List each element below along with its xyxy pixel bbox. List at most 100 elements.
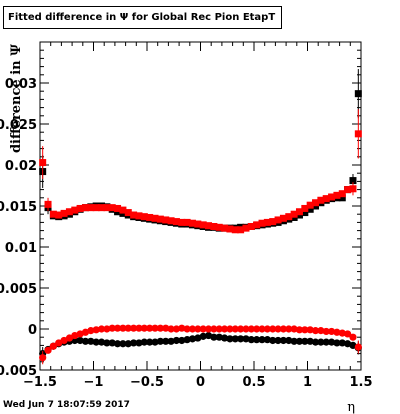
data-point	[338, 190, 346, 198]
data-point	[306, 337, 314, 345]
data-point	[221, 224, 229, 232]
data-point	[253, 221, 261, 229]
data-point	[306, 326, 314, 334]
y-tick-label: 0.01	[5, 241, 37, 256]
data-point	[178, 324, 186, 332]
data-point	[135, 324, 143, 332]
data-point	[301, 209, 309, 217]
data-point	[354, 90, 362, 98]
data-point	[156, 337, 164, 345]
data-point	[269, 336, 277, 345]
data-point	[226, 325, 234, 333]
data-series	[39, 69, 362, 365]
y-tick-label: 0.015	[0, 200, 37, 215]
data-point	[349, 177, 357, 185]
data-point	[231, 325, 239, 333]
data-point	[151, 214, 159, 222]
x-tick-label: −0.5	[130, 375, 164, 390]
data-point	[349, 185, 357, 193]
data-point	[44, 346, 52, 354]
series-1	[39, 109, 362, 234]
data-point	[344, 186, 352, 194]
data-point	[226, 225, 234, 233]
data-point	[167, 337, 175, 345]
data-point	[322, 338, 330, 346]
y-tick-label: 0	[28, 323, 37, 338]
data-point	[295, 326, 304, 334]
data-point	[279, 214, 287, 222]
data-point	[269, 218, 277, 226]
x-tick-label: 1.5	[349, 375, 372, 390]
data-point	[49, 210, 57, 218]
data-point	[210, 223, 218, 230]
data-point	[317, 196, 325, 204]
data-point	[39, 159, 47, 167]
data-point	[140, 213, 148, 221]
data-point	[113, 324, 122, 332]
data-point	[124, 209, 132, 217]
data-point	[60, 336, 68, 345]
data-point	[290, 210, 298, 218]
data-point	[103, 204, 111, 212]
data-point	[140, 324, 148, 332]
data-point	[205, 222, 213, 230]
data-point	[242, 325, 250, 333]
data-point	[146, 213, 154, 221]
data-point	[306, 205, 314, 213]
data-point	[344, 330, 352, 338]
data-point	[124, 324, 132, 332]
data-point	[44, 200, 52, 208]
data-point	[188, 219, 196, 227]
series-2	[39, 331, 362, 361]
data-point	[167, 217, 175, 225]
data-point	[220, 334, 229, 342]
data-point	[124, 340, 132, 348]
data-point	[327, 338, 336, 346]
data-point	[322, 195, 330, 203]
data-point	[39, 354, 47, 362]
data-point	[317, 327, 325, 335]
data-point	[65, 334, 74, 342]
data-point	[322, 327, 330, 336]
data-point	[183, 336, 191, 344]
data-point	[237, 325, 245, 333]
data-point	[156, 215, 164, 223]
data-point	[210, 325, 218, 333]
data-point	[290, 337, 298, 345]
data-point	[226, 335, 234, 343]
data-point	[103, 339, 111, 347]
data-point	[76, 204, 84, 212]
data-point	[338, 329, 346, 337]
data-point	[55, 339, 63, 347]
data-point	[199, 221, 207, 229]
data-point	[87, 337, 95, 345]
data-point	[301, 204, 309, 212]
data-point	[231, 335, 239, 343]
data-point	[183, 325, 191, 333]
data-point	[328, 193, 336, 201]
data-point	[306, 201, 314, 209]
data-point	[354, 130, 362, 138]
data-point	[167, 325, 175, 333]
data-point	[55, 211, 63, 219]
x-tick-label: −1	[84, 375, 104, 390]
data-point	[188, 325, 197, 333]
data-point	[327, 327, 336, 336]
data-point	[215, 223, 223, 231]
data-point	[172, 325, 181, 333]
data-point	[247, 325, 255, 333]
data-point	[119, 324, 127, 332]
data-point	[237, 226, 245, 234]
data-point	[311, 327, 320, 335]
data-point	[231, 226, 239, 234]
axis-labels: −1.5 −1 −0.5 0 0.5 1 1.5 −0.005 0 0.005 0.01 0.015 0…	[0, 44, 373, 414]
data-point	[151, 338, 159, 346]
data-point	[333, 339, 341, 347]
data-point	[295, 208, 303, 216]
data-point	[333, 191, 341, 199]
data-point	[60, 209, 68, 217]
data-point	[274, 216, 282, 224]
data-point	[172, 218, 180, 226]
data-point	[199, 325, 207, 333]
